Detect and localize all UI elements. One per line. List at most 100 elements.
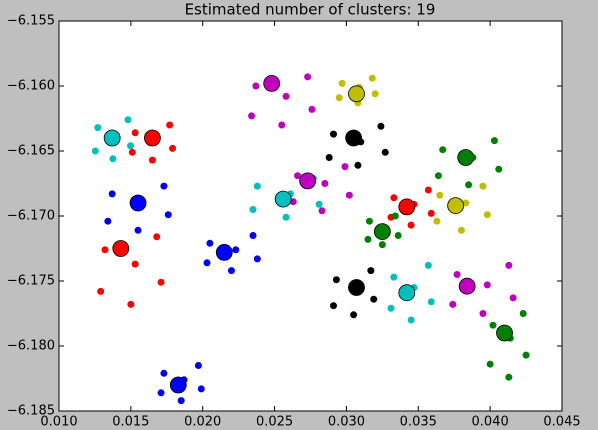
cluster-center: [398, 198, 416, 216]
chart-title: Estimated number of clusters: 19: [185, 1, 436, 19]
cluster-center: [263, 75, 281, 92]
data-point: [519, 310, 527, 317]
y-tick-label: −6.155: [7, 14, 55, 29]
data-point: [391, 212, 399, 220]
data-point: [166, 121, 174, 129]
cluster-center: [103, 129, 121, 147]
data-point: [131, 129, 139, 137]
data-point: [308, 105, 316, 113]
data-point: [321, 180, 329, 187]
data-point: [368, 74, 376, 82]
data-point: [203, 259, 211, 267]
data-point: [128, 148, 136, 156]
cluster-center: [299, 172, 317, 190]
data-point: [134, 226, 142, 234]
y-tick-label: −6.180: [7, 339, 55, 354]
y-tick-label: −6.175: [7, 274, 55, 289]
data-point: [294, 172, 302, 180]
data-point: [378, 241, 386, 249]
data-point: [153, 233, 161, 241]
data-point: [371, 90, 379, 98]
data-point: [424, 186, 432, 194]
data-point: [194, 362, 202, 369]
data-point: [282, 92, 290, 100]
data-point: [367, 267, 375, 275]
data-point: [489, 321, 497, 329]
cluster-center: [215, 243, 233, 261]
data-point: [278, 121, 286, 129]
data-point: [109, 155, 117, 163]
data-point: [91, 147, 99, 155]
data-point: [427, 298, 435, 306]
data-point: [325, 154, 333, 161]
x-tick-label: 0.025: [256, 415, 293, 430]
data-point: [407, 221, 415, 229]
data-point: [206, 239, 214, 247]
data-point: [387, 304, 395, 312]
data-point: [354, 161, 362, 169]
data-point: [490, 137, 498, 145]
cluster-center: [169, 376, 187, 394]
data-point: [505, 261, 513, 269]
data-point: [427, 209, 435, 217]
data-point: [381, 148, 389, 156]
plot-area: [59, 21, 562, 411]
data-point: [509, 294, 517, 302]
data-point: [148, 156, 156, 164]
data-point: [465, 181, 473, 189]
data-point: [505, 373, 513, 381]
data-point: [479, 310, 487, 317]
data-point: [433, 217, 441, 225]
data-point: [253, 255, 261, 263]
data-point: [486, 360, 494, 368]
x-tick-label: 0.015: [112, 415, 149, 430]
plot-frame: [58, 20, 563, 412]
data-point: [370, 295, 378, 303]
data-point: [157, 278, 165, 286]
data-point: [394, 232, 402, 239]
data-point: [248, 112, 256, 120]
data-point: [227, 267, 235, 275]
data-point: [436, 191, 444, 199]
data-point: [350, 311, 358, 319]
data-point: [282, 213, 290, 221]
data-point: [318, 207, 326, 215]
y-tick-label: −6.160: [7, 79, 55, 94]
data-point: [249, 206, 257, 213]
y-tick-label: −6.185: [7, 404, 55, 419]
data-point: [338, 79, 346, 87]
cluster-center: [398, 284, 416, 302]
data-point: [104, 217, 112, 225]
cluster-center: [496, 324, 513, 342]
data-point: [345, 191, 353, 199]
data-point: [390, 273, 398, 281]
cluster-center: [348, 279, 365, 296]
data-point: [424, 261, 432, 269]
data-point: [304, 73, 312, 81]
data-point: [197, 385, 205, 393]
data-point: [439, 146, 447, 154]
data-point: [457, 226, 465, 234]
data-point: [453, 271, 461, 278]
data-point: [157, 389, 165, 397]
cluster-center: [458, 277, 476, 295]
data-point: [97, 287, 105, 295]
data-point: [407, 316, 415, 324]
cluster-center: [274, 190, 292, 208]
data-point: [101, 246, 109, 254]
data-point: [253, 182, 261, 190]
y-tick-label: −6.165: [7, 144, 55, 159]
data-point: [315, 200, 323, 208]
data-point: [127, 142, 135, 150]
data-point: [434, 172, 442, 180]
x-tick-label: 0.040: [472, 415, 509, 430]
data-point: [127, 300, 135, 308]
data-point: [522, 351, 530, 359]
cluster-center: [373, 223, 391, 241]
data-point: [249, 232, 257, 239]
data-point: [124, 116, 132, 124]
data-point: [169, 144, 177, 152]
data-point: [252, 82, 260, 90]
cluster-center: [348, 85, 365, 103]
